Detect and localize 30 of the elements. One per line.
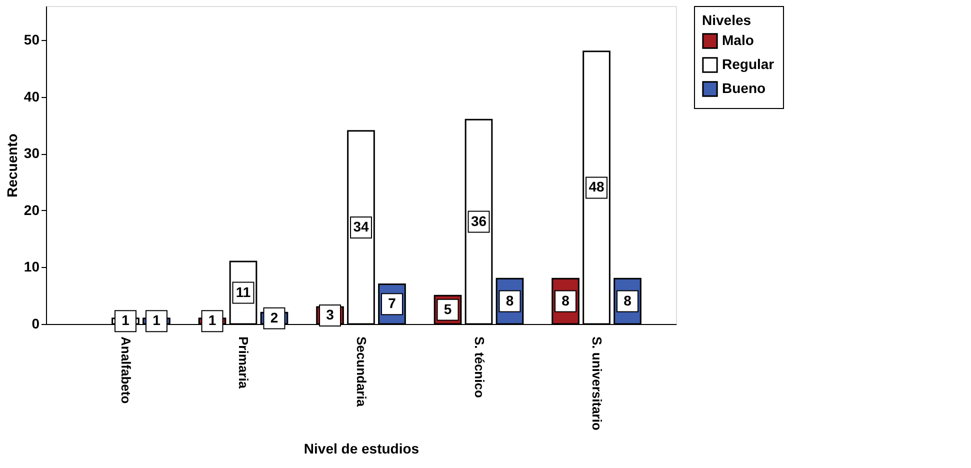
y-tick-label: 30 <box>24 145 40 162</box>
x-tick-label: S. universitario <box>590 336 605 430</box>
data-label: 1 <box>208 312 216 328</box>
x-axis-title: Nivel de estudios <box>304 440 420 456</box>
data-label: 7 <box>388 295 396 312</box>
x-tick-label: Primaria <box>236 336 252 390</box>
y-tick-label: 40 <box>24 88 40 104</box>
data-label: 8 <box>506 292 514 308</box>
x-tick-label: S. técnico <box>472 336 487 398</box>
y-axis-title: Recuento <box>4 134 20 198</box>
legend-title: Niveles <box>702 12 752 28</box>
data-label: 3 <box>326 306 334 322</box>
data-label: 5 <box>444 300 452 317</box>
data-label: 1 <box>152 312 161 328</box>
data-label: 11 <box>236 284 251 300</box>
data-label: 2 <box>270 309 278 326</box>
legend-label: Bueno <box>722 80 766 96</box>
x-tick-label: Analfabeto <box>118 336 134 404</box>
y-tick-label: 20 <box>24 202 40 218</box>
x-tick-label: Secundaria <box>354 336 369 408</box>
y-tick-label: 0 <box>32 316 40 332</box>
legend-label: Regular <box>722 56 775 72</box>
data-label: 8 <box>624 292 632 308</box>
data-label: 8 <box>562 292 570 308</box>
data-label: 34 <box>353 218 369 234</box>
data-label: 48 <box>588 178 605 195</box>
legend-label: Malo <box>722 32 754 48</box>
y-tick-label: 10 <box>24 258 40 275</box>
data-label: 36 <box>470 212 487 229</box>
y-tick-label: 50 <box>24 32 40 48</box>
